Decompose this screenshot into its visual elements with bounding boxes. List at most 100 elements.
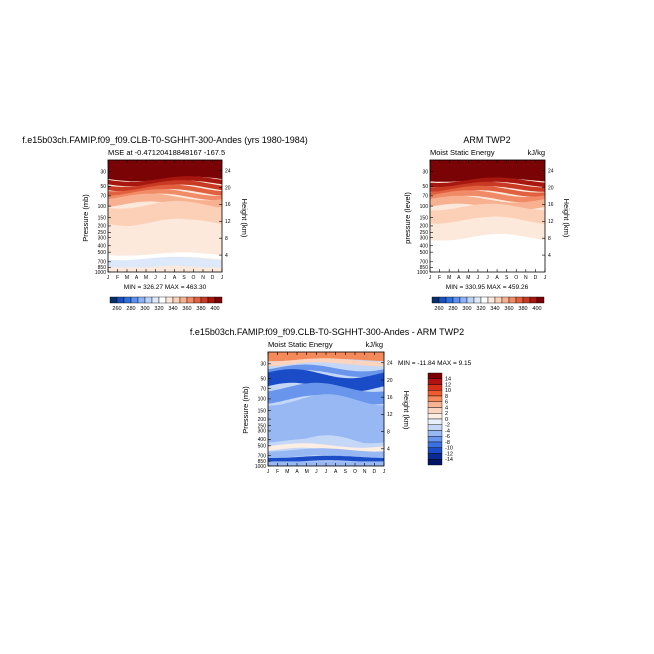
panel-diff-colorbar-label: -12 [445,451,453,457]
panel-diff-colorbar-label: 4 [445,405,448,411]
panel-obs-ytick-label: 700 [420,260,429,266]
panel-obs-contour-band [430,160,545,182]
panel-model-xtick-label: N [201,275,205,281]
panel-model-colorbar-swatch [144,296,153,304]
panel-model-xtick-label: A [135,275,139,281]
panel-obs-colorbar-swatch [508,296,517,304]
panel-diff-colorbar-label: 10 [445,388,451,394]
panel-diff-colorbar-swatch [427,441,443,448]
panel-obs-xtick-label: N [524,275,528,281]
panel-diff-ytick-label: 1000 [255,464,266,470]
panel-obs-ytick-label: 1000 [417,270,428,276]
panel-model-title: f.e15b03ch.FAMIP.f09_f09.CLB-T0-SGHHT-30… [22,135,307,145]
panel-model-ytick-right-label: 16 [225,202,231,208]
panel-diff-xtick-label: N [363,469,367,475]
panel-model-minmax: MIN = 326.27 MAX = 463.30 [124,284,207,291]
panel-model-colorbar-label: 400 [210,306,219,312]
panel-diff-ytick-label: 700 [258,453,267,459]
panel-diff-colorbar-swatch [427,453,443,460]
panel-diff-contour-band [268,455,384,463]
panel-model-xtick-label: S [182,275,186,281]
panel-obs-xtick-label: D [534,275,538,281]
panel-model-ytick-label: 850 [98,265,107,271]
panel-obs-colorbar-swatch [459,296,468,304]
panel-obs-ytick-label: 30 [422,169,428,175]
panel-model-ytick-right-label: 24 [225,168,231,174]
panel-model-contour-band [108,160,222,182]
panel-model-ytick-right-label: 4 [225,253,228,259]
panel-obs-ylabel: pressure (level) [403,192,412,244]
panel-obs-colorbar-swatch [452,296,461,304]
panel-diff-plot: J F M A M J J A S O N D J305070100150200250300400500… [255,351,393,475]
panel-model-colorbar-swatch [158,296,167,304]
panel-model-colorbar-swatch [130,296,139,304]
panel-obs-xtick-label: J [544,275,547,281]
panel-obs-title: ARM TWP2 [463,135,510,145]
panel-diff-colorbar-label: -10 [445,446,453,452]
panel-diff-colorbar-label: 14 [445,377,451,383]
panel-obs-colorbar-label: 260 [434,306,443,312]
panel-obs-xtick-label: J [486,275,489,281]
panel-diff-ytick-label: 850 [258,459,267,465]
panel-obs-ytick-label: 150 [420,215,429,221]
panel-model-ytick-right-label: 20 [225,185,231,191]
panel-model-xtick-label: F [116,275,119,281]
panel-diff-ytick-right-label: 12 [387,412,393,418]
panel-diff-colorbar-label: 0 [445,417,448,423]
panel-diff-colorbar-swatch [427,395,443,402]
panel-diff-ytick-label: 200 [258,417,267,423]
panel-obs-colorbar-label: 340 [490,306,499,312]
panel-model-xtick-label: J [154,275,157,281]
panel-obs-subtitle: Moist Static Energy [430,148,495,157]
panel-diff-colorbar-swatch [427,372,443,379]
panel-diff-contour-band [268,369,384,392]
panel-diff-colorbar-swatch [427,413,443,420]
panel-diff-contour-band [268,364,384,378]
panel-model-ytick-label: 1000 [95,270,106,276]
panel-model-ytick-label: 400 [98,244,107,250]
panel-diff-contour-band [268,448,384,459]
panel-diff-ytick-right-label: 20 [387,378,393,384]
panel-obs-colorbar-swatch [522,296,531,304]
panel-diff-ytick-right-label: 4 [387,447,390,453]
panel-obs-xtick-label: A [495,275,499,281]
panel-obs-xtick-label: M [447,275,451,281]
panel-diff-colorbar-label: -14 [445,457,453,463]
panel-diff-colorbar-label: 12 [445,382,451,388]
panel-diff-minmax: MIN = -11.84 MAX = 9.15 [398,360,472,367]
panel-diff-ytick-label: 30 [260,362,266,368]
panel-model-ytick-label: 700 [98,260,107,266]
panel-obs-contour-band [430,190,545,203]
panel-obs-contour-band [430,185,545,197]
panel-obs-ytick-right-label: 8 [548,236,551,242]
panel-model-ytick-label: 500 [98,250,107,256]
panel-obs-minmax: MIN = 330.95 MAX = 459.26 [446,284,529,291]
panel-diff-xtick-label: S [344,469,348,475]
panel-diff-contour-band [268,443,384,453]
panel-model-ytick-label: 200 [98,224,107,230]
panel-model-ytick-right-label: 8 [225,236,228,242]
panel-obs-ytick-label: 850 [420,265,429,271]
panel-diff-colorbar-swatch [427,418,443,425]
panel-obs-colorbar-swatch [487,296,496,304]
panel-model-xtick-label: O [192,275,196,281]
panel-model-ytick-label: 50 [100,184,106,190]
panel-diff-ytick-label: 150 [258,409,267,415]
panel-diff-colorbar-swatch [427,430,443,437]
panel-obs-ytick-label: 400 [420,244,429,250]
panel-obs-ylabel-right: Height (km) [562,199,571,238]
panel-diff-ylabel-right: Height (km) [402,391,411,430]
panel-diff-colorbar-swatch [427,436,443,443]
panel-model-subtitle: MSE at -0.47120418848167 -167.5 [108,148,225,157]
panel-model-colorbar-swatch [179,296,188,304]
panel-model-colorbar-label: 380 [196,306,205,312]
panel-diff-xtick-label: A [295,469,299,475]
panel-model-contour-band [108,252,222,261]
panel-obs-colorbar-label: 380 [518,306,527,312]
panel-model-ylabel-right: Height (km) [240,199,249,238]
panel-diff-ytick-label: 300 [258,429,267,435]
panel-obs-ytick-right-label: 24 [548,168,554,174]
panel-diff-colorbar-label: 6 [445,400,448,406]
panel-model-contour-band [108,219,222,258]
